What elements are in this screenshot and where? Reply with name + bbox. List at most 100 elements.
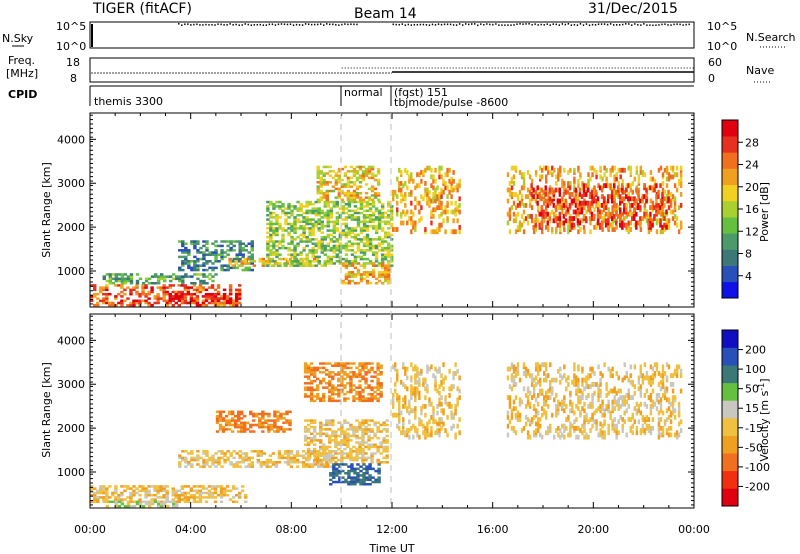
power-cell <box>323 216 327 219</box>
velocity-cell <box>132 500 136 504</box>
velocity-cell <box>506 395 510 401</box>
power-cell <box>386 273 391 276</box>
power-cell <box>311 246 315 250</box>
velocity-cell <box>239 428 244 431</box>
nsky-point <box>253 24 255 26</box>
velocity-cell <box>289 456 294 460</box>
power-cell <box>530 218 534 224</box>
power-cell <box>241 268 245 272</box>
velocity-cell <box>563 423 566 429</box>
velocity-cell <box>224 414 229 418</box>
power-cell <box>371 251 376 254</box>
velocity-cell <box>516 371 520 376</box>
velocity-cell <box>356 472 360 475</box>
velocity-cell <box>285 412 289 416</box>
power-cell <box>266 264 270 267</box>
velocity-cell <box>385 434 389 438</box>
power-cell <box>587 172 590 178</box>
power-cell <box>135 284 139 287</box>
power-cell <box>526 213 530 219</box>
power-cell <box>551 209 554 215</box>
velocity-cell <box>343 384 347 387</box>
velocity-cell <box>255 412 259 416</box>
power-cell <box>211 242 215 245</box>
power-cell <box>314 222 318 226</box>
velocity-cell <box>210 491 215 495</box>
velocity-cell <box>340 428 344 431</box>
nsky-point <box>323 24 325 26</box>
power-cell <box>631 189 634 195</box>
power-cell <box>365 257 370 261</box>
power-cell <box>629 170 632 175</box>
velocity-cell <box>271 452 276 455</box>
velocity-cell <box>361 364 365 367</box>
power-cell <box>428 196 431 202</box>
power-cell <box>244 249 248 252</box>
velocity-cell <box>256 450 261 453</box>
velocity-cell <box>312 461 317 464</box>
power-cell <box>350 200 355 204</box>
velocity-cell <box>368 476 372 479</box>
power-cell <box>162 288 166 292</box>
power-cell <box>386 264 391 267</box>
power-cell <box>547 170 550 175</box>
velocity-cell <box>335 474 339 477</box>
cpid-label: CPID <box>8 88 37 101</box>
velocity-cell <box>565 377 568 383</box>
velocity-cell <box>244 465 248 468</box>
power-cell <box>418 200 421 206</box>
power-cell <box>198 303 203 307</box>
power-cell <box>595 202 598 208</box>
power-cell <box>232 266 236 270</box>
power-cell <box>607 211 610 217</box>
power-cell <box>213 288 218 292</box>
power-cell <box>604 211 608 217</box>
power-cell <box>340 198 345 202</box>
power-cell <box>528 189 532 195</box>
power-cell <box>150 290 154 294</box>
velocity-cell <box>261 430 265 433</box>
velocity-cell <box>323 456 327 460</box>
power-cell <box>534 170 538 175</box>
power-cell <box>344 257 349 261</box>
velocity-cell <box>331 430 335 433</box>
power-cell <box>325 198 329 202</box>
power-cell <box>272 251 276 254</box>
power-cell <box>368 249 373 252</box>
velocity-cell <box>162 500 167 504</box>
velocity-cell <box>404 430 407 436</box>
velocity-cell <box>346 456 350 460</box>
freq-data-trace <box>91 67 694 74</box>
power-cell <box>211 275 215 278</box>
velocity-cell <box>250 461 254 464</box>
power-cell <box>386 244 391 248</box>
power-cell <box>347 275 352 278</box>
power-cell <box>269 220 273 224</box>
power-cell <box>368 238 373 241</box>
nsky-point <box>612 24 615 26</box>
power-cell <box>386 216 391 219</box>
power-cell <box>383 249 388 252</box>
power-cell <box>284 222 288 226</box>
power-cell <box>362 264 367 267</box>
power-cell <box>269 216 273 219</box>
velocity-cell <box>238 456 242 460</box>
velocity-cell <box>332 480 336 484</box>
power-cell <box>552 202 555 208</box>
velocity-cell <box>534 408 538 414</box>
velocity-cell <box>120 491 124 495</box>
velocity-cell <box>192 489 197 493</box>
power-cell <box>328 165 332 169</box>
power-cell <box>383 271 388 274</box>
power-cell <box>353 229 358 232</box>
velocity-cell <box>376 421 380 425</box>
nsky-point <box>350 23 352 26</box>
velocity-cell <box>349 428 353 431</box>
velocity-cell <box>234 500 239 504</box>
power-cell <box>144 299 148 303</box>
power-cell <box>340 192 345 195</box>
velocity-cell <box>379 445 383 449</box>
power-cell <box>290 229 294 232</box>
velocity-cell <box>208 465 212 468</box>
